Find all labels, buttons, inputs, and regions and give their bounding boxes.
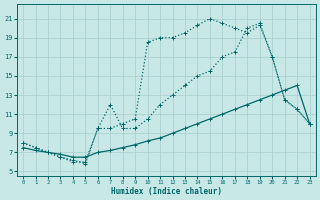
X-axis label: Humidex (Indice chaleur): Humidex (Indice chaleur)	[111, 187, 222, 196]
